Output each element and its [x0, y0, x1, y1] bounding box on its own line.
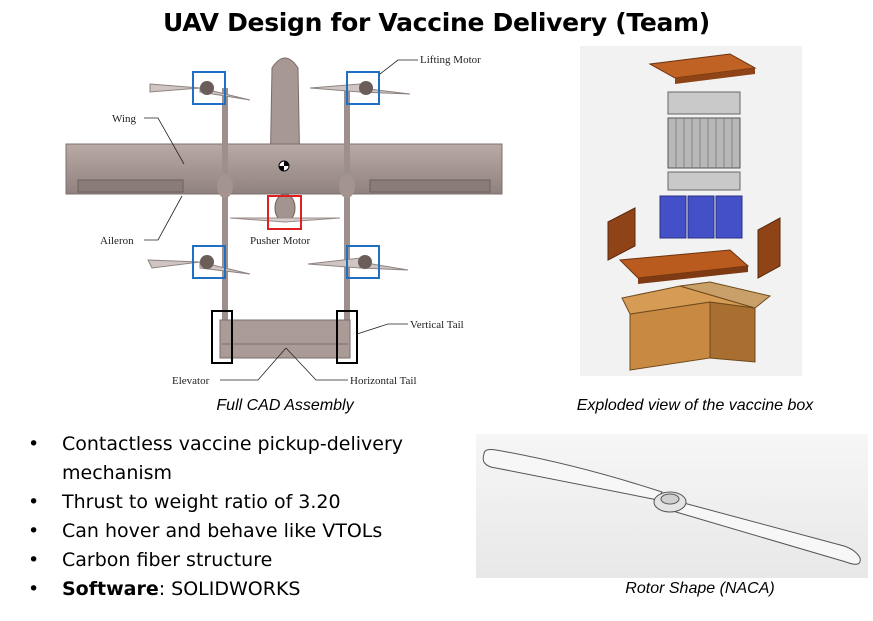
cad-assembly-figure: Lifting Motor Wing Aileron Pusher Motor …	[65, 54, 503, 387]
bullet-bold-text: Software	[62, 578, 159, 600]
boom-left	[222, 88, 228, 358]
rotor-blade-left	[482, 449, 663, 501]
lifting-motor-box-fr	[346, 71, 380, 105]
pusher-motor-box	[267, 195, 302, 230]
boom-right	[344, 88, 350, 358]
lifting-motor-box-rr	[346, 245, 380, 279]
side-panel-left	[607, 207, 636, 261]
list-item: • Carbon fiber structure	[28, 546, 468, 575]
cad-caption: Full CAD Assembly	[216, 397, 354, 414]
list-item: • Contactless vaccine pickup-delivery me…	[28, 430, 468, 488]
feature-list: • Contactless vaccine pickup-delivery me…	[28, 430, 468, 604]
vial-holders	[659, 195, 743, 239]
vaccine-box-figure	[580, 46, 802, 376]
bullet-text: Carbon fiber structure	[62, 549, 273, 571]
rotor-caption: Rotor Shape (NACA)	[625, 580, 775, 597]
vial-rack	[667, 117, 741, 169]
bullet-text: Can hover and behave like VTOLs	[62, 520, 383, 542]
bullet-marker: •	[28, 491, 40, 513]
aileron-right	[369, 179, 491, 193]
cardboard-box-side	[709, 301, 756, 363]
bullet-text: : SOLIDWORKS	[158, 578, 301, 600]
lifting-motor-box-rl	[192, 245, 226, 279]
label-wing: Wing	[112, 113, 136, 125]
page-title: UAV Design for Vaccine Delivery (Team)	[163, 8, 710, 37]
bullet-marker: •	[28, 520, 40, 542]
aileron-left	[77, 179, 184, 193]
label-lifting-motor: Lifting Motor	[420, 54, 481, 66]
cooling-block-bottom	[667, 171, 741, 191]
rotor-figure	[476, 434, 868, 578]
cardboard-box-flaps	[621, 285, 756, 315]
vertical-tail-box-left	[211, 310, 233, 364]
label-elevator: Elevator	[172, 375, 210, 387]
bullet-marker: •	[28, 578, 40, 600]
lifting-motor-box-fl	[192, 71, 226, 105]
label-pusher-motor: Pusher Motor	[250, 235, 311, 247]
side-panel-right	[757, 217, 781, 279]
bullet-marker: •	[28, 549, 40, 571]
list-item: • Thrust to weight ratio of 3.20	[28, 488, 468, 517]
bullet-marker: •	[28, 433, 40, 455]
list-item: • Can hover and behave like VTOLs	[28, 517, 468, 546]
label-vertical-tail: Vertical Tail	[410, 319, 464, 331]
list-item: • Software: SOLIDWORKS	[28, 575, 468, 604]
box-caption: Exploded view of the vaccine box	[576, 397, 814, 414]
vertical-tail-box-right	[336, 310, 358, 364]
label-aileron: Aileron	[100, 235, 134, 247]
bullet-text: Thrust to weight ratio of 3.20	[62, 491, 341, 513]
bullet-text: Contactless vaccine pickup-delivery mech…	[62, 433, 404, 484]
label-horizontal-tail: Horizontal Tail	[350, 375, 417, 387]
cooling-block-top	[667, 91, 741, 115]
horizontal-tail-shape	[219, 319, 351, 359]
rotor-blade-right	[675, 501, 861, 565]
